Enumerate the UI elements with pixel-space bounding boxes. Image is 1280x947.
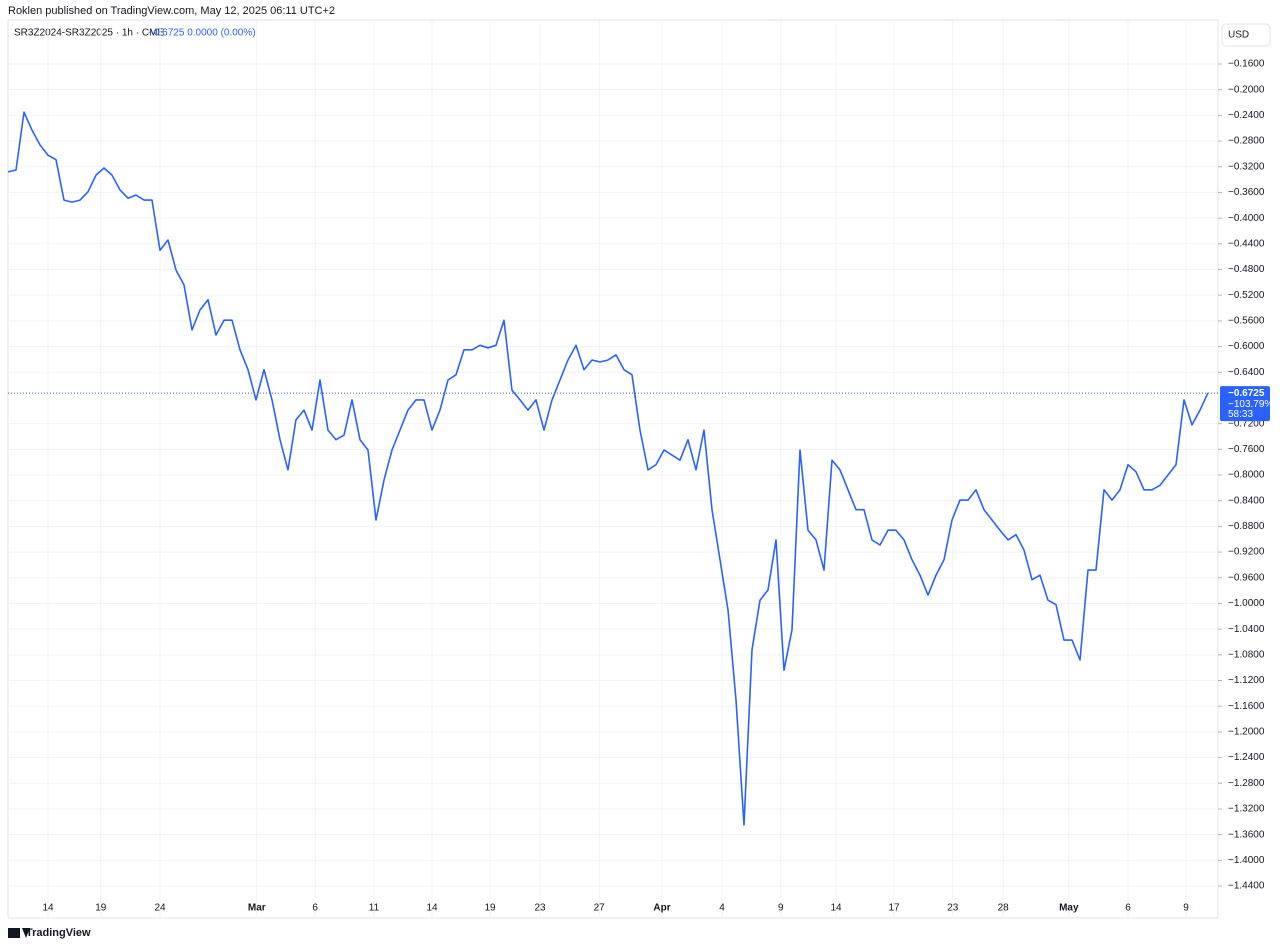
y-tick-label: −1.2000 [1228, 727, 1265, 738]
y-tick-label: −1.3600 [1228, 829, 1265, 840]
countdown: 58:33 [1228, 409, 1253, 420]
x-tick-label: 19 [484, 903, 496, 914]
y-tick-label: −0.5200 [1228, 290, 1265, 301]
y-tick-label: −0.4000 [1228, 213, 1265, 224]
y-tick-label: −0.2400 [1228, 110, 1265, 121]
y-tick-label: −0.4800 [1228, 264, 1265, 275]
y-tick-label: −0.4400 [1228, 238, 1265, 249]
currency[interactable]: USD [1228, 30, 1249, 41]
x-tick-label: 28 [998, 903, 1010, 914]
last-price: −0.6725 [1228, 388, 1265, 399]
quote: −0.6725 0.0000 (0.00%) [148, 28, 256, 39]
x-tick-label: 6 [1125, 903, 1131, 914]
y-tick-label: −0.9600 [1228, 572, 1265, 583]
price-line [7, 111, 1209, 826]
x-tick-label: 4 [719, 903, 725, 914]
plot-frame [7, 19, 1219, 919]
x-tick-label: 24 [154, 903, 166, 914]
y-tick-label: −0.8800 [1228, 521, 1265, 532]
x-tick-label: 9 [1183, 903, 1189, 914]
x-tick-label: 23 [947, 903, 959, 914]
y-tick-label: −0.3200 [1228, 161, 1265, 172]
currency-box[interactable] [1221, 23, 1271, 47]
y-tick-label: −1.2800 [1228, 778, 1265, 789]
y-tick-label: −0.8400 [1228, 495, 1265, 506]
y-tick-label: −0.2000 [1228, 84, 1265, 95]
y-tick-label: −0.1600 [1228, 59, 1265, 70]
y-tick-label: −1.3200 [1228, 804, 1265, 815]
x-tick-label: 6 [312, 903, 318, 914]
y-tick-label: −0.7600 [1228, 444, 1265, 455]
x-tick-label: 14 [830, 903, 842, 914]
x-tick-label: Mar [248, 903, 266, 914]
y-tick-label: −0.7200 [1228, 418, 1265, 429]
y-tick-label: −0.2800 [1228, 136, 1265, 147]
brand: TradingView [26, 927, 91, 939]
y-tick-label: −1.4400 [1228, 881, 1265, 892]
x-tick-label: 14 [426, 903, 438, 914]
x-tick-label: 11 [369, 903, 380, 914]
x-tick-label: 14 [42, 903, 54, 914]
y-tick-label: −1.0800 [1228, 649, 1265, 660]
y-tick-label: −1.0400 [1228, 624, 1265, 635]
x-tick-label: 9 [778, 903, 784, 914]
x-tick-label: 19 [95, 903, 107, 914]
y-tick-label: −1.1200 [1228, 675, 1265, 686]
last-price-box [1220, 386, 1270, 422]
x-tick-label: 17 [888, 903, 900, 914]
brand-logo [8, 928, 30, 938]
x-tick-label: 23 [534, 903, 546, 914]
y-tick-label: −1.0000 [1228, 598, 1265, 609]
y-tick-label: −1.2400 [1228, 752, 1265, 763]
y-tick-label: −1.4000 [1228, 855, 1265, 866]
y-tick-label: −0.6400 [1228, 367, 1265, 378]
y-tick-label: −1.1600 [1228, 701, 1265, 712]
x-tick-label: Apr [653, 903, 670, 914]
last-change: −103.79% [1228, 399, 1273, 410]
y-tick-label: −0.6000 [1228, 341, 1265, 352]
y-tick-label: −0.3600 [1228, 187, 1265, 198]
publisher: Roklen published on TradingView.com, May… [8, 5, 335, 17]
x-tick-label: 27 [594, 903, 606, 914]
x-tick-label: May [1059, 903, 1079, 914]
symbol: SR3Z2024-SR3Z2025 · 1h · CME [14, 28, 164, 39]
y-tick-label: −0.5600 [1228, 316, 1265, 327]
y-tick-label: −0.8000 [1228, 470, 1265, 481]
y-tick-label: −0.9200 [1228, 547, 1265, 558]
